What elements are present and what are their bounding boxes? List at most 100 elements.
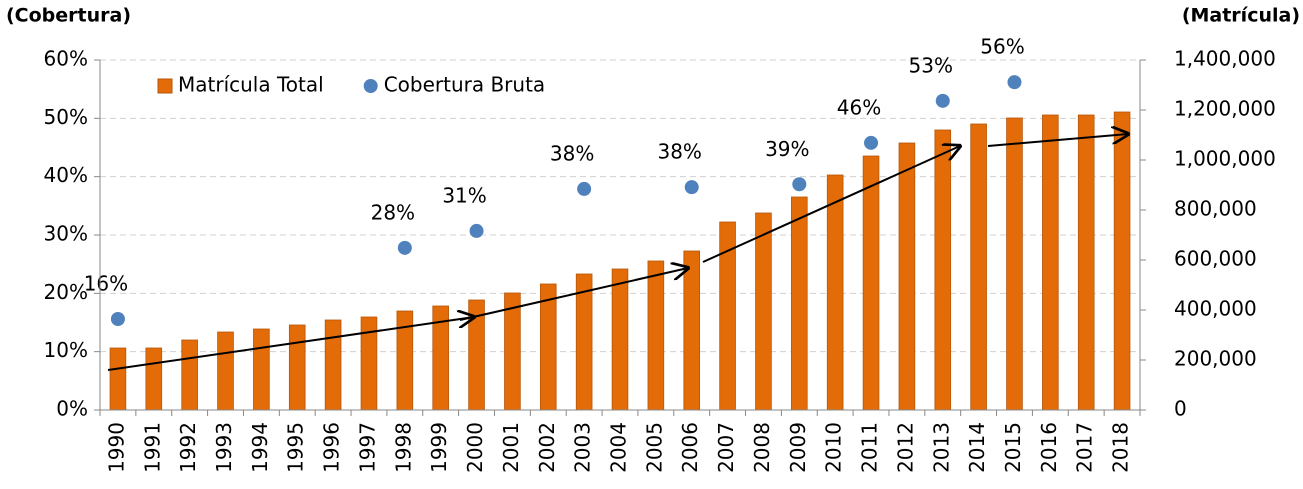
- bar: [145, 347, 163, 411]
- trend-arrow: [459, 268, 688, 321]
- legend-label: Cobertura Bruta: [384, 73, 546, 97]
- x-tick-label: 2004: [607, 422, 631, 473]
- bar: [791, 196, 808, 411]
- y-tick-label: 10%: [44, 338, 88, 362]
- data-label: 16%: [84, 272, 128, 296]
- x-tick-label: 2001: [499, 422, 523, 473]
- data-label: 31%: [442, 183, 486, 207]
- bar: [324, 319, 342, 411]
- point: [397, 240, 412, 255]
- bar: [217, 331, 234, 411]
- bar: [1042, 114, 1059, 411]
- x-tick-label: 1998: [391, 422, 415, 473]
- y-tick-label: 60%: [44, 47, 88, 71]
- trend-arrows: [107, 134, 1128, 371]
- x-tick-label: 2016: [1037, 422, 1061, 473]
- marks: 16% 28% 31% 38% 38% 39% 46% 53% 56%: [84, 35, 1131, 411]
- point: [684, 180, 699, 195]
- trend-arrow: [107, 317, 474, 371]
- legend-label: Matrícula Total: [178, 73, 324, 97]
- bar: [575, 273, 593, 411]
- y2-tick-label: 200,000: [1174, 347, 1257, 371]
- x-tick-label: 2007: [714, 422, 738, 473]
- x-tick-label: 1995: [284, 422, 308, 473]
- x-tick-label: 1999: [427, 422, 451, 473]
- y2-tick-label: 1,200,000: [1174, 97, 1276, 121]
- y-tick-label: 20%: [44, 280, 88, 304]
- point: [577, 181, 592, 196]
- legend-swatch: [363, 79, 378, 93]
- axes: 0% 10% 20% 30% 40% 50% 60% 0 200,000 400,000 600,0…: [44, 47, 1276, 473]
- bar: [611, 268, 629, 411]
- data-label: 38%: [550, 141, 594, 165]
- bar: [934, 129, 952, 411]
- data-label: 56%: [980, 35, 1024, 59]
- bar: [970, 123, 987, 411]
- y2-tick-label: 400,000: [1174, 297, 1257, 321]
- legend-swatch: [157, 78, 173, 94]
- trend-arrow: [987, 134, 1128, 147]
- bar: [539, 283, 557, 411]
- x-tick-label: 2005: [642, 422, 666, 473]
- y-tick-label: 30%: [44, 222, 88, 246]
- x-tick-label: 2015: [1001, 422, 1025, 473]
- data-label: 53%: [909, 53, 953, 77]
- bar: [504, 292, 521, 411]
- x-tick-label: 2011: [858, 422, 882, 473]
- x-tick-label: 2017: [1073, 422, 1097, 473]
- y2-tick-label: 800,000: [1174, 197, 1257, 221]
- point: [864, 135, 879, 150]
- x-tick-label: 2014: [965, 422, 989, 473]
- bar: [181, 339, 198, 411]
- y-tick-label: 40%: [44, 163, 88, 187]
- trend-arrow: [702, 146, 960, 263]
- x-tick-label: 1997: [355, 422, 379, 473]
- y2-tick-label: 0: [1174, 397, 1187, 421]
- x-tick-label: 1994: [248, 422, 272, 473]
- point: [469, 223, 484, 238]
- y-axis-label: (Cobertura): [6, 5, 131, 27]
- point: [935, 93, 950, 108]
- point: [792, 177, 807, 192]
- x-tick-label: 1991: [140, 422, 164, 473]
- bar: [647, 260, 665, 411]
- x-tick-label: 1993: [212, 422, 236, 473]
- x-tick-label: 2009: [786, 422, 810, 473]
- bar: [1006, 117, 1023, 411]
- x-tick-label: 2008: [750, 422, 774, 473]
- data-label: 38%: [657, 140, 701, 164]
- y-tick-label: 0%: [56, 397, 88, 421]
- y2-axis-label: (Matrícula): [1182, 5, 1300, 27]
- x-tick-label: 2012: [893, 422, 917, 473]
- bar: [109, 347, 127, 411]
- data-label: 46%: [837, 95, 881, 119]
- x-tick-label: 2006: [678, 422, 702, 473]
- x-tick-label: 2003: [571, 422, 595, 473]
- x-tick-label: 1992: [176, 422, 200, 473]
- point: [110, 312, 125, 326]
- bar: [755, 212, 772, 411]
- y2-tick-label: 600,000: [1174, 247, 1257, 271]
- bar: [253, 328, 270, 411]
- point: [1007, 75, 1022, 90]
- bar: [826, 174, 844, 411]
- bar: [683, 250, 701, 411]
- bar: [288, 324, 306, 411]
- data-label: 28%: [371, 200, 415, 224]
- bar: [1113, 111, 1131, 411]
- y2-tick-label: 1,400,000: [1174, 47, 1276, 71]
- x-tick-label: 2000: [463, 422, 487, 473]
- x-tick-label: 2013: [929, 422, 953, 473]
- bar: [862, 155, 880, 411]
- data-label: 39%: [765, 137, 809, 161]
- bar: [898, 142, 916, 411]
- y-tick-label: 50%: [44, 105, 88, 129]
- x-tick-label: 2010: [822, 422, 846, 473]
- x-tick-label: 2002: [535, 422, 559, 473]
- bar: [1077, 114, 1095, 411]
- x-tick-label: 1996: [320, 422, 344, 473]
- x-tick-label: 2018: [1109, 422, 1133, 473]
- x-tick-label: 1990: [104, 422, 128, 473]
- y2-tick-label: 1,000,000: [1174, 147, 1276, 171]
